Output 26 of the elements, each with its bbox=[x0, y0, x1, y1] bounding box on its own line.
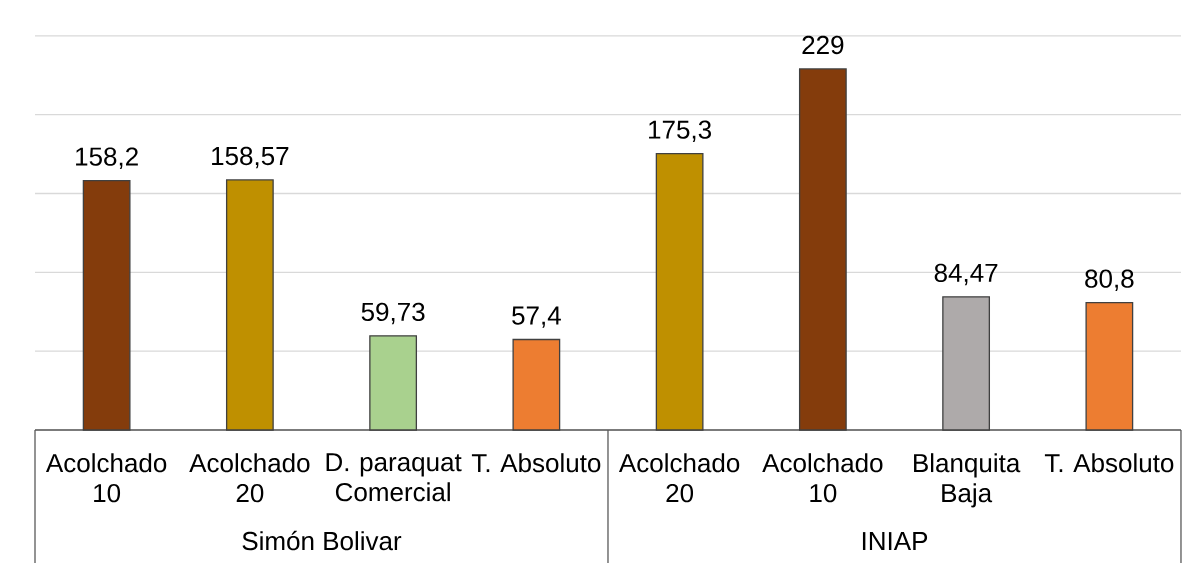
data-label: 158,57 bbox=[212, 146, 289, 169]
x-tick-label: T. Absoluto bbox=[1044, 453, 1174, 473]
bar bbox=[82, 179, 131, 431]
x-tick-label: Acolchado 20 bbox=[618, 453, 740, 503]
data-label: 84,47 bbox=[934, 263, 998, 286]
data-label: 175,3 bbox=[649, 120, 711, 142]
x-tick-label: D. paraquat Comercial bbox=[326, 453, 462, 502]
bar bbox=[655, 152, 704, 431]
data-label: 57,4 bbox=[512, 306, 561, 328]
x-tick-label: Acolchado 10 bbox=[45, 453, 167, 503]
x-tick-label: Acolchado 10 bbox=[762, 453, 883, 503]
bar bbox=[225, 179, 274, 431]
x-tick-label: Blanquita Baja bbox=[914, 453, 1021, 508]
x-tick-label: Acolchado 20 bbox=[189, 453, 310, 503]
bar bbox=[369, 335, 418, 431]
bar bbox=[1085, 301, 1134, 431]
text: Simón Bolivar bbox=[242, 530, 402, 551]
data-label: 80,8 bbox=[1085, 269, 1134, 291]
data-label: 158,2 bbox=[76, 147, 138, 169]
bar bbox=[942, 296, 991, 431]
x-tick-label: T. Absoluto bbox=[471, 453, 601, 473]
data-label: 59,73 bbox=[361, 302, 425, 325]
bar bbox=[512, 338, 561, 431]
bar bbox=[798, 68, 847, 431]
text: INIAP bbox=[862, 532, 928, 550]
data-label: 229 bbox=[802, 35, 844, 55]
